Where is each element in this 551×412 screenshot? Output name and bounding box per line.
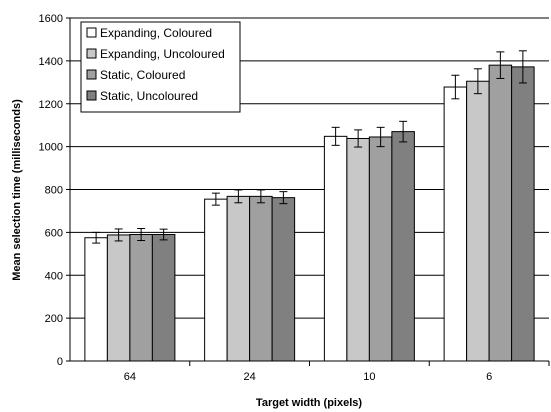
bar — [346, 137, 370, 362]
legend: Expanding, Coloured Expanding, Uncoloured… — [80, 21, 241, 113]
y-tick-label: 200 — [45, 313, 63, 325]
axes — [66, 17, 550, 366]
x-tick-label: 24 — [244, 371, 256, 383]
error-bars — [92, 50, 527, 244]
y-tick-label: 400 — [45, 270, 63, 282]
legend-swatch — [86, 27, 97, 38]
bar — [84, 237, 108, 362]
legend-label: Expanding, Coloured — [100, 26, 212, 40]
bar — [511, 66, 535, 362]
legend-label: Static, Uncoloured — [100, 89, 198, 103]
bar — [443, 86, 468, 362]
bar — [106, 234, 131, 362]
bar — [466, 80, 490, 362]
y-axis-title: Mean selection time (milliseconds) — [11, 99, 23, 281]
bar — [323, 135, 348, 362]
bar — [226, 195, 251, 362]
bar — [488, 64, 513, 362]
y-tick-label: 600 — [45, 227, 63, 239]
x-tick-label: 10 — [363, 371, 375, 383]
y-tick-label: 0 — [57, 356, 63, 368]
legend-label: Expanding, Uncoloured — [100, 47, 225, 61]
y-tick-label: 800 — [45, 185, 63, 197]
bar — [151, 234, 176, 362]
y-tick-label: 1000 — [39, 142, 63, 154]
tick-labels: 0 200 400 600 800 1000 1200 1400 1600 64 24 10 6 — [39, 13, 493, 383]
y-tick-label: 1200 — [39, 99, 63, 111]
legend-swatch — [86, 90, 97, 101]
legend-swatch — [86, 69, 97, 80]
legend-box — [80, 21, 241, 113]
x-axis-title: Target width (pixels) — [256, 397, 362, 409]
y-tick-label: 1600 — [39, 13, 63, 25]
bar — [391, 131, 415, 362]
bar — [129, 234, 153, 362]
x-tick-label: 6 — [486, 371, 492, 383]
x-tick-label: 64 — [124, 371, 136, 383]
legend-label: Static, Coloured — [100, 68, 185, 82]
legend-swatch — [86, 48, 97, 59]
bar — [204, 198, 228, 362]
bar — [249, 195, 273, 362]
y-tick-label: 1400 — [39, 56, 63, 68]
bar — [368, 136, 393, 362]
bar — [271, 197, 296, 362]
